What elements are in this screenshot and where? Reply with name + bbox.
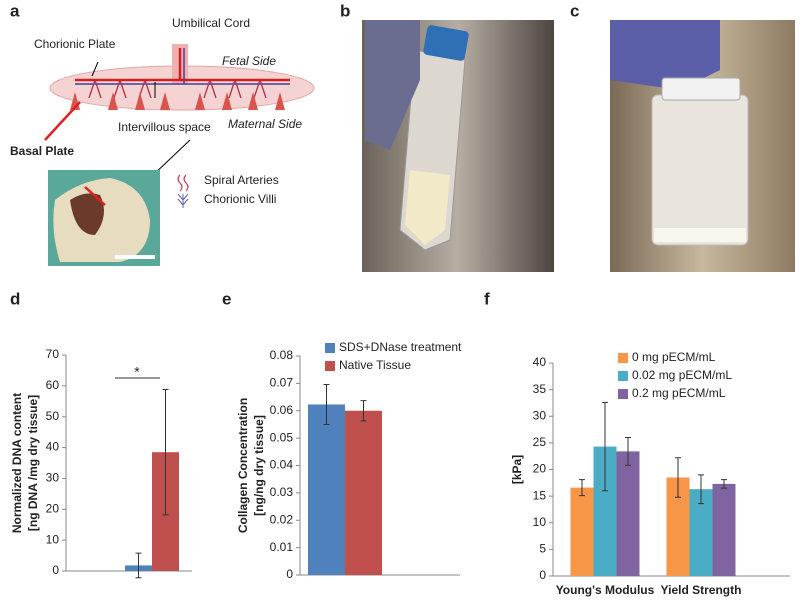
- legend-label: 0 mg pECM/mL: [632, 350, 716, 364]
- y-tick-label: 15: [533, 488, 547, 502]
- label: Umbilical Cord: [172, 16, 250, 30]
- y-tick-label: 40: [46, 440, 60, 454]
- legend-swatch: [618, 389, 628, 399]
- y-tick-label: 0.01: [270, 540, 294, 554]
- panel-label: d: [10, 289, 20, 308]
- legend-label: Native Tissue: [339, 358, 411, 372]
- y-tick-label: 35: [533, 382, 547, 396]
- label: Chorionic Villi: [204, 192, 276, 206]
- y-tick-label: 0.05: [270, 430, 294, 444]
- bar: [345, 410, 382, 575]
- error-bar: [721, 479, 727, 489]
- placenta-diagram: [44, 44, 315, 266]
- label: Chorionic Plate: [34, 37, 116, 51]
- y-tick-label: 30: [533, 408, 547, 422]
- y-tick-label: 0.03: [270, 485, 294, 499]
- panel-label: a: [10, 1, 20, 20]
- photo: [610, 20, 795, 272]
- y-axis-label: [ng DNA /mg dry tissue]: [26, 395, 40, 531]
- panel-label: f: [484, 289, 490, 308]
- y-tick-label: 70: [46, 347, 60, 361]
- legend-swatch: [325, 361, 335, 371]
- label: Fetal Side: [222, 54, 276, 68]
- y-axis-label: Collagen Concentration: [236, 398, 250, 533]
- y-tick-label: 40: [533, 355, 547, 369]
- y-tick-label: 0.07: [270, 376, 294, 390]
- error-bar: [579, 479, 585, 497]
- y-tick-label: 0: [52, 563, 59, 577]
- y-tick-label: 0.02: [270, 512, 294, 526]
- y-axis-label: [ng/ng dry tissue]: [252, 415, 266, 516]
- error-bar: [135, 552, 142, 579]
- panel-label: e: [222, 289, 231, 308]
- bar: [308, 404, 345, 575]
- y-tick-label: 20: [533, 462, 547, 476]
- photo: [362, 20, 554, 272]
- y-tick-label: 0.06: [270, 403, 294, 417]
- panel-label: b: [340, 1, 350, 20]
- legend-label: SDS+DNase treatment: [339, 340, 462, 354]
- bar: [712, 483, 736, 576]
- x-tick-label: Yield Strength: [661, 583, 742, 597]
- y-tick-label: 20: [46, 501, 60, 515]
- y-tick-label: 0.08: [270, 348, 294, 362]
- bar: [666, 477, 690, 576]
- y-tick-label: 50: [46, 409, 60, 423]
- legend-swatch: [325, 343, 335, 353]
- y-tick-label: 5: [539, 542, 546, 556]
- label: Maternal Side: [228, 117, 302, 131]
- legend-label: 0.02 mg pECM/mL: [632, 368, 732, 382]
- y-tick-label: 60: [46, 378, 60, 392]
- bar: [689, 489, 713, 576]
- x-tick-label: Young's Modulus: [556, 583, 655, 597]
- y-axis-label: [kPa]: [510, 455, 524, 484]
- annotation: *: [134, 364, 140, 380]
- error-bar: [360, 400, 367, 422]
- error-bar: [162, 389, 169, 516]
- y-tick-label: 10: [533, 515, 547, 529]
- label: Basal Plate: [10, 144, 74, 158]
- y-tick-label: 30: [46, 471, 60, 485]
- y-tick-label: 0: [286, 567, 293, 581]
- label: Intervillous space: [118, 120, 211, 134]
- y-tick-label: 25: [533, 435, 547, 449]
- bar: [616, 451, 640, 576]
- error-bar: [625, 437, 631, 466]
- label: Spiral Arteries: [204, 173, 279, 187]
- y-tick-label: 0.04: [270, 458, 294, 472]
- error-bar: [698, 474, 704, 505]
- bar: [593, 446, 617, 576]
- legend-swatch: [618, 353, 628, 363]
- legend-label: 0.2 mg pECM/mL: [632, 386, 726, 400]
- error-bar: [323, 383, 330, 425]
- y-tick-label: 0: [539, 568, 546, 582]
- error-bar: [675, 457, 681, 498]
- error-bar: [602, 401, 608, 492]
- y-axis-label: Normalized DNA content: [10, 393, 24, 533]
- legend-swatch: [618, 371, 628, 381]
- bar: [570, 487, 594, 576]
- y-tick-label: 10: [46, 532, 60, 546]
- panel-label: c: [570, 1, 579, 20]
